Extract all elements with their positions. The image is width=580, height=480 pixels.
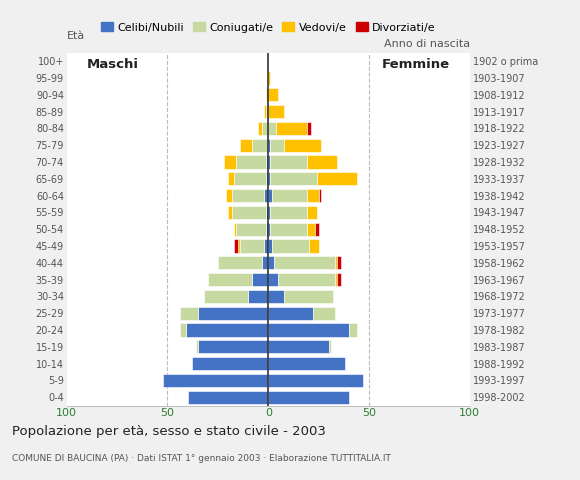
Bar bbox=[268, 391, 349, 404]
Bar bbox=[307, 156, 337, 168]
Bar bbox=[262, 256, 268, 269]
Bar bbox=[188, 391, 268, 404]
Bar bbox=[268, 256, 274, 269]
Bar bbox=[270, 156, 307, 168]
Bar bbox=[307, 189, 318, 202]
Bar bbox=[268, 172, 270, 185]
Bar bbox=[335, 256, 337, 269]
Bar bbox=[248, 290, 268, 303]
Bar bbox=[318, 189, 321, 202]
Bar bbox=[268, 240, 272, 252]
Bar bbox=[264, 240, 268, 252]
Bar bbox=[307, 122, 310, 135]
Bar bbox=[313, 307, 335, 320]
Bar bbox=[268, 357, 345, 370]
Legend: Celibi/Nubili, Coniugati/e, Vedovi/e, Divorziati/e: Celibi/Nubili, Coniugati/e, Vedovi/e, Di… bbox=[96, 18, 440, 37]
Bar bbox=[337, 256, 341, 269]
Bar bbox=[274, 256, 335, 269]
Bar bbox=[180, 307, 198, 320]
Bar bbox=[268, 324, 349, 336]
Bar bbox=[270, 206, 307, 219]
Bar bbox=[268, 290, 284, 303]
Bar bbox=[317, 172, 357, 185]
Bar bbox=[307, 206, 317, 219]
Bar bbox=[234, 172, 266, 185]
Bar bbox=[309, 240, 318, 252]
Bar bbox=[268, 72, 270, 84]
Bar bbox=[268, 156, 270, 168]
Bar bbox=[258, 122, 262, 135]
Bar bbox=[268, 122, 276, 135]
Text: Anno di nascita: Anno di nascita bbox=[384, 38, 470, 48]
Bar bbox=[252, 273, 268, 286]
Bar bbox=[284, 290, 333, 303]
Bar bbox=[191, 357, 268, 370]
Text: COMUNE DI BAUCINA (PA) · Dati ISTAT 1° gennaio 2003 · Elaborazione TUTTITALIA.IT: COMUNE DI BAUCINA (PA) · Dati ISTAT 1° g… bbox=[12, 454, 390, 463]
Bar bbox=[266, 206, 268, 219]
Bar bbox=[264, 189, 268, 202]
Bar bbox=[266, 88, 268, 101]
Text: Maschi: Maschi bbox=[87, 58, 139, 71]
Bar bbox=[337, 273, 341, 286]
Text: Popolazione per età, sesso e stato civile - 2003: Popolazione per età, sesso e stato civil… bbox=[12, 425, 325, 438]
Bar bbox=[208, 273, 252, 286]
Bar bbox=[226, 189, 232, 202]
Bar bbox=[240, 240, 264, 252]
Bar bbox=[236, 156, 266, 168]
Bar bbox=[307, 223, 314, 236]
Bar bbox=[266, 172, 268, 185]
Text: Femmine: Femmine bbox=[382, 58, 450, 71]
Text: Età: Età bbox=[67, 31, 85, 41]
Bar bbox=[232, 206, 266, 219]
Bar bbox=[264, 105, 266, 118]
Bar bbox=[349, 324, 357, 336]
Bar bbox=[218, 256, 262, 269]
Bar bbox=[268, 340, 329, 353]
Bar bbox=[268, 105, 284, 118]
Bar bbox=[186, 324, 268, 336]
Bar bbox=[238, 240, 240, 252]
Bar bbox=[268, 307, 313, 320]
Bar bbox=[266, 105, 268, 118]
Bar bbox=[268, 88, 278, 101]
Bar bbox=[198, 340, 268, 353]
Bar bbox=[198, 307, 268, 320]
Bar bbox=[195, 340, 198, 353]
Bar bbox=[228, 206, 232, 219]
Bar bbox=[268, 273, 278, 286]
Bar bbox=[329, 340, 331, 353]
Bar bbox=[268, 139, 270, 152]
Bar bbox=[268, 206, 270, 219]
Bar bbox=[276, 122, 307, 135]
Bar bbox=[278, 273, 335, 286]
Bar bbox=[266, 156, 268, 168]
Bar bbox=[234, 223, 236, 236]
Bar bbox=[270, 139, 284, 152]
Bar bbox=[272, 189, 307, 202]
Bar bbox=[224, 156, 236, 168]
Bar bbox=[268, 374, 363, 387]
Bar bbox=[268, 223, 270, 236]
Bar bbox=[204, 290, 248, 303]
Bar bbox=[180, 324, 186, 336]
Bar bbox=[228, 172, 234, 185]
Bar bbox=[234, 240, 238, 252]
Bar bbox=[314, 223, 318, 236]
Bar bbox=[284, 139, 321, 152]
Bar bbox=[240, 139, 252, 152]
Bar bbox=[335, 273, 337, 286]
Bar bbox=[268, 189, 272, 202]
Bar bbox=[164, 374, 268, 387]
Bar bbox=[270, 172, 317, 185]
Bar bbox=[236, 223, 266, 236]
Bar bbox=[270, 223, 307, 236]
Bar bbox=[252, 139, 268, 152]
Bar bbox=[266, 223, 268, 236]
Bar bbox=[262, 122, 268, 135]
Bar bbox=[232, 189, 264, 202]
Bar bbox=[272, 240, 309, 252]
